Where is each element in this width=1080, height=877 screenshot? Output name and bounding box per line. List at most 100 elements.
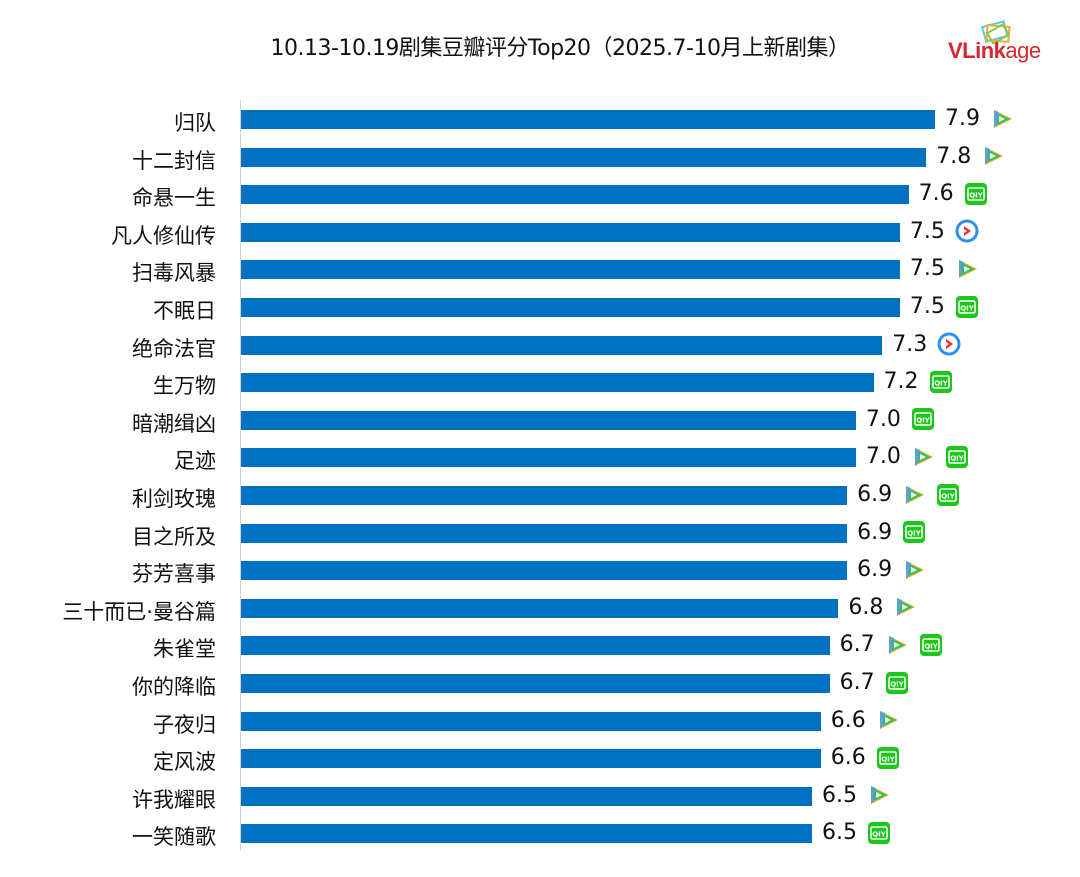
data-label: 6.9 xyxy=(857,519,893,545)
tencent-icon xyxy=(911,445,935,469)
youku-icon xyxy=(937,332,961,356)
category-label: 扫毒风暴 xyxy=(132,261,216,286)
chart-title: 10.13-10.19剧集豆瓣评分Top20（2025.7-10月上新剧集） xyxy=(270,36,850,61)
category-label: 定风波 xyxy=(153,750,216,775)
value-group: 7.2 QIY xyxy=(884,369,953,394)
bar-row: 子夜归 6.6 xyxy=(0,703,1080,741)
data-label: 7.5 xyxy=(909,294,945,319)
data-label: 7.8 xyxy=(936,143,972,169)
category-label: 子夜归 xyxy=(153,712,216,737)
bar-row: 暗潮缉凶 7.0 QIY xyxy=(0,402,1080,440)
bar-row: 三十而已·曼谷篇 6.8 xyxy=(0,590,1080,628)
iqiyi-icon: QIY xyxy=(936,483,960,507)
bar xyxy=(241,749,821,769)
category-label: 暗潮缉凶 xyxy=(132,411,216,436)
bar-row: 命悬一生 7.6 QIY xyxy=(0,176,1080,214)
data-label: 6.7 xyxy=(839,670,875,695)
value-group: 7.8 xyxy=(936,144,1005,169)
category-label: 你的降临 xyxy=(132,675,216,699)
bar-row: 许我耀眼 6.5 xyxy=(0,778,1080,816)
data-label: 6.6 xyxy=(830,745,866,771)
bar xyxy=(241,786,812,806)
category-label: 利剑玫瑰 xyxy=(132,487,216,511)
value-group: 7.6 QIY xyxy=(919,181,988,206)
value-group: 6.9 QIY xyxy=(857,482,960,507)
vlinkage-logo: VLinkage xyxy=(946,20,1066,70)
bar xyxy=(241,110,935,129)
tencent-icon xyxy=(867,783,891,807)
bar-row: 芬芳喜事 6.9 xyxy=(0,552,1080,590)
svg-text:QIY: QIY xyxy=(881,755,896,763)
category-label: 归队 xyxy=(174,111,216,135)
data-label: 7.3 xyxy=(892,331,928,357)
value-group: 7.5 xyxy=(910,256,979,281)
category-label: 许我耀眼 xyxy=(132,787,216,812)
svg-text:QIY: QIY xyxy=(969,191,984,199)
data-label: 6.7 xyxy=(839,632,875,658)
bar xyxy=(241,373,874,393)
bar xyxy=(241,523,848,543)
tencent-icon xyxy=(990,107,1014,131)
value-group: 6.5 xyxy=(822,783,891,808)
data-label: 7.9 xyxy=(945,106,980,131)
svg-text:QIY: QIY xyxy=(960,304,975,312)
bar-row: 扫毒风暴 7.5 xyxy=(0,251,1080,289)
data-label: 6.8 xyxy=(848,594,884,620)
data-label: 6.9 xyxy=(857,557,893,583)
tencent-icon xyxy=(902,558,926,582)
bar xyxy=(241,185,909,205)
bar xyxy=(241,147,927,167)
bar-row: 利剑玫瑰 6.9 QIY xyxy=(0,477,1080,515)
bar-row: 朱雀堂 6.7 QIY xyxy=(0,627,1080,665)
iqiyi-icon: QIY xyxy=(964,182,988,206)
logo-text: VLinkage xyxy=(948,38,1041,63)
svg-text:QIY: QIY xyxy=(907,530,922,538)
category-label: 命悬一生 xyxy=(132,186,216,211)
bar-row: 归队 7.9 xyxy=(0,101,1080,139)
iqiyi-icon: QIY xyxy=(945,445,969,469)
tencent-icon xyxy=(902,483,926,507)
svg-text:QIY: QIY xyxy=(941,492,956,500)
bar xyxy=(241,486,848,505)
svg-text:QIY: QIY xyxy=(890,680,905,688)
bar xyxy=(241,824,812,844)
bar xyxy=(241,222,900,242)
value-group: 6.9 xyxy=(857,557,926,582)
value-group: 7.5 xyxy=(910,219,979,244)
data-label: 7.2 xyxy=(883,369,919,395)
category-label: 绝命法官 xyxy=(132,336,216,361)
bar-row: 生万物 7.2 QIY xyxy=(0,364,1080,402)
tencent-icon xyxy=(955,257,979,281)
bar xyxy=(241,598,839,618)
bar xyxy=(241,636,830,656)
svg-text:QIY: QIY xyxy=(924,642,939,650)
svg-text:QIY: QIY xyxy=(950,454,965,462)
value-group: 6.8 xyxy=(848,595,917,620)
data-label: 7.5 xyxy=(909,256,945,282)
bar-row: 你的降临 6.7 QIY xyxy=(0,665,1080,703)
category-label: 生万物 xyxy=(153,374,216,399)
value-group: 7.0 QIY xyxy=(866,444,969,469)
bar xyxy=(241,448,856,468)
category-label: 芬芳喜事 xyxy=(132,562,216,587)
bar-row: 十二封信 7.8 xyxy=(0,139,1080,177)
value-group: 7.5 QIY xyxy=(910,294,979,319)
data-label: 7.0 xyxy=(865,444,901,470)
bar-row: 一笑随歌 6.5 QIY xyxy=(0,815,1080,853)
value-group: 6.6 QIY xyxy=(831,745,900,770)
data-label: 6.5 xyxy=(822,782,857,808)
tencent-icon xyxy=(876,708,900,732)
bar xyxy=(241,260,900,280)
bar xyxy=(241,298,900,317)
tencent-icon xyxy=(893,595,917,619)
bar-row: 绝命法官 7.3 xyxy=(0,327,1080,365)
value-group: 7.3 xyxy=(892,332,961,357)
iqiyi-icon: QIY xyxy=(929,370,953,394)
value-group: 7.9 xyxy=(945,106,1014,131)
data-label: 7.0 xyxy=(865,406,901,432)
youku-icon xyxy=(955,219,979,243)
value-group: 7.0 QIY xyxy=(866,407,935,432)
value-group: 6.6 xyxy=(831,708,900,733)
tencent-icon xyxy=(981,144,1005,168)
